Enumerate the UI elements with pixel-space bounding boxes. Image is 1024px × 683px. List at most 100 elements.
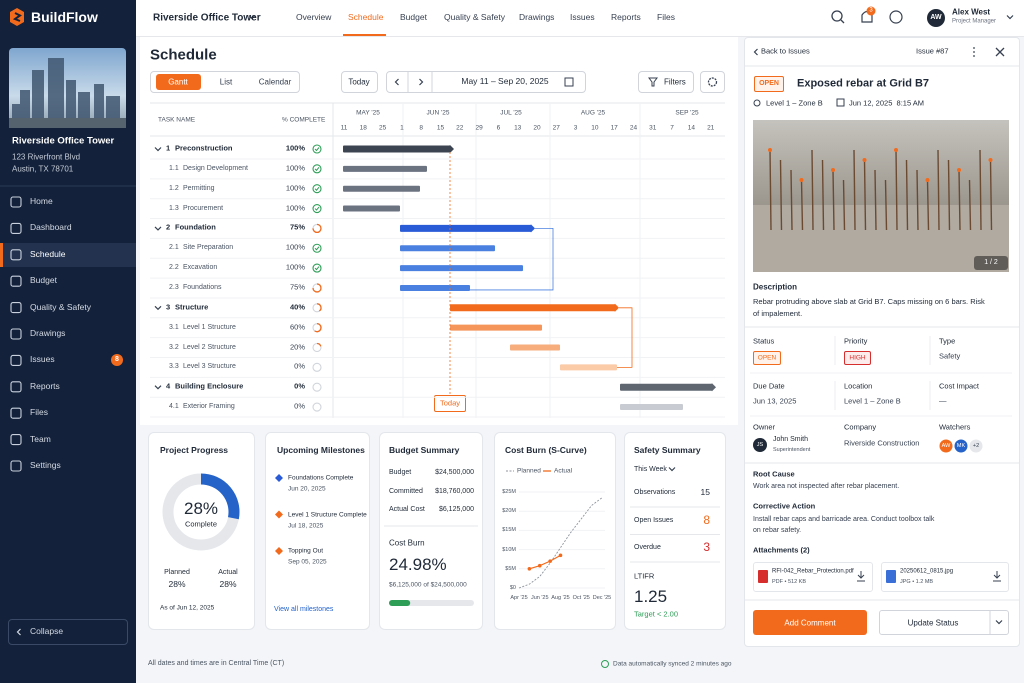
- day-header: 6: [496, 124, 501, 132]
- nav-item[interactable]: Schedule: [30, 248, 66, 259]
- task-percent: 0%: [294, 401, 305, 411]
- task-name[interactable]: Foundations: [183, 283, 222, 291]
- month-header: AUG '25: [580, 109, 606, 117]
- y-tick-label: $0: [509, 584, 516, 591]
- collapse-button[interactable]: [8, 619, 128, 645]
- field-label: Cost Impact: [939, 381, 980, 391]
- field-label: Owner: [753, 422, 776, 432]
- milestone-date: Sep 05, 2025: [288, 558, 327, 566]
- task-name[interactable]: Exterior Framing: [183, 403, 235, 411]
- nav-item[interactable]: Files: [30, 407, 48, 418]
- task-name[interactable]: Level 3 Structure: [183, 363, 236, 371]
- task-name[interactable]: Foundation: [175, 223, 216, 233]
- nav-item[interactable]: Quality & Safety: [30, 301, 91, 312]
- budget-value: $24,500,000: [435, 468, 474, 476]
- nav-tab[interactable]: Quality & Safety: [444, 12, 505, 23]
- day-header: 22: [456, 124, 464, 132]
- stat-value: 28%: [219, 579, 237, 590]
- view-option[interactable]: Calendar: [258, 77, 292, 87]
- today-button[interactable]: [341, 71, 378, 93]
- task-name[interactable]: Procurement: [183, 204, 224, 212]
- month-header: SEP '25: [675, 109, 699, 117]
- field-label: Type: [939, 336, 956, 346]
- nav-tab[interactable]: Files: [657, 12, 675, 23]
- day-header: 14: [687, 124, 696, 132]
- field-badge-label: HIGH: [849, 354, 866, 362]
- y-tick-label: $15M: [502, 527, 516, 534]
- nav-item[interactable]: Team: [30, 433, 51, 444]
- nav-item[interactable]: Reports: [30, 380, 60, 391]
- task-name[interactable]: Structure: [175, 302, 209, 312]
- month-header: JUN '25: [426, 109, 450, 117]
- nav-active-bar: [0, 242, 3, 267]
- project-switcher[interactable]: Riverside Office Tower: [153, 12, 261, 24]
- task-name[interactable]: Building Enclosure: [175, 381, 244, 391]
- day-header: 27: [552, 124, 560, 132]
- add-comment-label[interactable]: Add Comment: [784, 617, 836, 627]
- collapse-label[interactable]: Collapse: [30, 626, 64, 637]
- update-status-button[interactable]: [879, 610, 1009, 635]
- status-badge-label: OPEN: [759, 79, 779, 87]
- task-percent: 100%: [285, 183, 305, 193]
- page-title: Schedule: [150, 46, 217, 64]
- nav-item[interactable]: Issues: [30, 354, 55, 365]
- nav-item[interactable]: Home: [30, 196, 53, 207]
- task-name[interactable]: Level 2 Structure: [183, 343, 236, 351]
- project-photo: [9, 48, 126, 128]
- view-option[interactable]: List: [219, 77, 233, 87]
- field-badge: [844, 351, 871, 365]
- view-all-link[interactable]: View all milestones: [274, 605, 334, 613]
- nav-item[interactable]: Drawings: [30, 328, 66, 339]
- back-link[interactable]: Back to Issues: [761, 46, 810, 56]
- safety-label: LTIFR: [634, 571, 655, 581]
- task-name[interactable]: Excavation: [183, 264, 218, 272]
- stat-label: Planned: [164, 568, 190, 576]
- budget-value: $6,125,000: [438, 505, 474, 513]
- nav-tab[interactable]: Schedule: [348, 12, 384, 23]
- filters-button[interactable]: [638, 71, 694, 93]
- section-label: Description: [753, 282, 798, 292]
- task-name[interactable]: Level 1 Structure: [183, 323, 236, 331]
- nav-item[interactable]: Settings: [30, 460, 61, 471]
- filters-label[interactable]: Filters: [664, 77, 686, 87]
- safety-label: Overdue: [634, 543, 661, 551]
- nav-tab[interactable]: Drawings: [519, 12, 555, 23]
- settings-button[interactable]: [700, 71, 725, 93]
- attachment[interactable]: [753, 562, 873, 592]
- update-status-label[interactable]: Update Status: [907, 617, 959, 627]
- budget-label: Actual Cost: [389, 505, 425, 513]
- issue-location: Level 1 – Zone B: [766, 98, 823, 108]
- progress-caption: Complete: [184, 519, 218, 529]
- today-marker: [434, 395, 466, 412]
- task-id: 1.1: [169, 164, 179, 172]
- nav-item[interactable]: Dashboard: [30, 222, 72, 233]
- day-header: 17: [610, 124, 618, 132]
- task-name[interactable]: Permitting: [183, 184, 215, 192]
- budget-value: $18,760,000: [435, 487, 474, 495]
- task-percent: 100%: [285, 143, 305, 153]
- nav-tab[interactable]: Budget: [400, 12, 427, 23]
- task-name[interactable]: Design Development: [183, 164, 248, 172]
- view-active[interactable]: [156, 74, 201, 90]
- milestone-date: Jun 20, 2025: [288, 485, 326, 493]
- day-header: 7: [670, 124, 674, 132]
- nav-item[interactable]: Budget: [30, 275, 57, 286]
- nav-tab[interactable]: Issues: [570, 12, 595, 23]
- date-range-label[interactable]: May 11 – Sep 20, 2025: [461, 76, 549, 87]
- avatar-initials: JS: [756, 441, 764, 448]
- day-header: 20: [533, 124, 541, 132]
- view-option[interactable]: Gantt: [168, 77, 188, 87]
- add-comment-button[interactable]: [753, 610, 867, 635]
- task-name[interactable]: Preconstruction: [175, 143, 233, 153]
- attachment-name[interactable]: RFI-042_Rebar_Protection.pdf: [772, 568, 854, 575]
- today-button-label[interactable]: Today: [348, 77, 370, 87]
- period-select[interactable]: This Week: [634, 465, 667, 473]
- nav-tab[interactable]: Overview: [296, 12, 332, 23]
- nav-tab[interactable]: Reports: [611, 12, 641, 23]
- field-label: Priority: [844, 336, 868, 346]
- task-name[interactable]: Site Preparation: [183, 244, 234, 252]
- attachment[interactable]: [881, 562, 1009, 592]
- day-header: 8: [419, 124, 423, 132]
- task-percent: 0%: [294, 381, 305, 391]
- attachment-name[interactable]: 20250612_0815.jpg: [900, 568, 954, 575]
